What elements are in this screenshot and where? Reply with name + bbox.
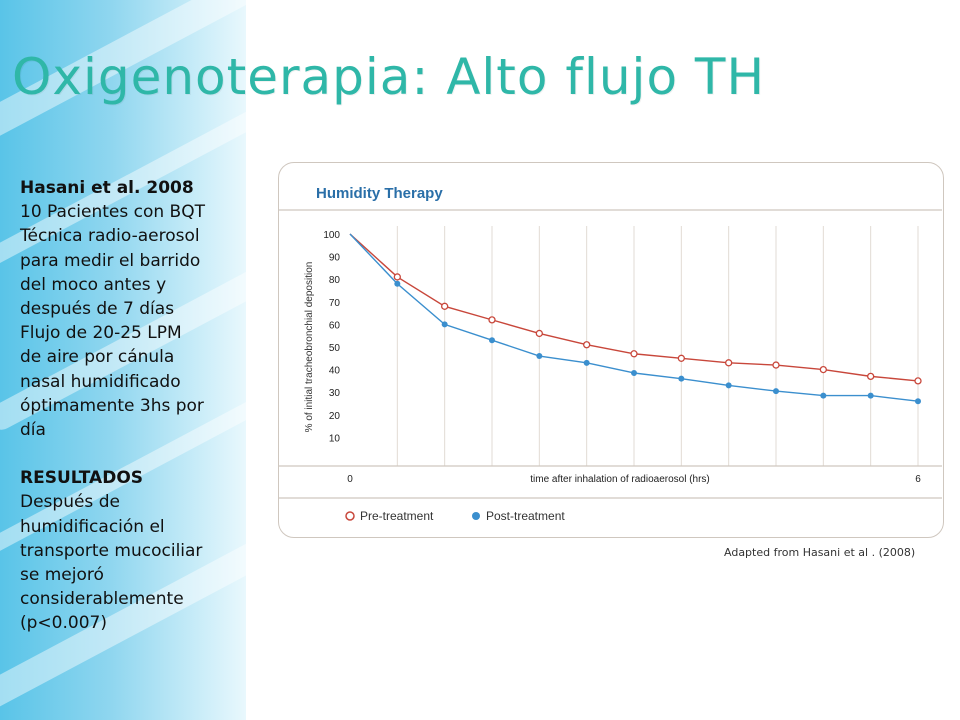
detail-line: 10 Pacientes con BQT [20,202,205,223]
result-line: (p<0.007) [20,613,107,634]
side-decoration-band [0,0,246,720]
chart-title: Humidity Therapy [316,185,443,202]
data-point [678,375,685,382]
slide-title: Oxigenoterapia: Alto flujo TH [12,48,766,106]
legend-marker [472,512,480,520]
x-tick-label: 6 [915,474,921,485]
x-tick-label: 0 [347,474,353,485]
y-tick-label: 80 [329,275,341,286]
y-axis-label: % of initial tracheobronchial deposition [304,262,315,433]
detail-line: para medir el barrido [20,250,201,271]
y-tick-label: 30 [329,388,341,399]
detail-line: día [20,420,46,441]
detail-line: óptimamente 3hs por [20,395,204,416]
y-tick-label: 60 [329,320,341,331]
data-point [914,377,922,385]
result-line: considerablemente [20,589,184,610]
y-tick-label: 70 [329,298,341,309]
data-point [441,321,448,328]
legend: Pre-treatment Post-treatment [345,509,565,523]
y-tick-label: 90 [329,253,341,264]
data-point [867,392,874,399]
detail-line: después de 7 días [20,299,175,320]
y-tick-label: 10 [329,433,341,444]
y-tick-labels: 10 20 30 40 50 60 70 80 90 100 [323,230,340,444]
legend-marker [345,511,355,521]
data-point [725,382,732,389]
detail-line: Flujo de 20-25 LPM [20,323,182,344]
y-tick-label: 100 [323,230,340,241]
study-details: 10 Pacientes con BQT Técnica radio-aeroso… [20,200,270,442]
data-point [820,392,827,399]
data-point [489,337,495,344]
data-point [441,302,449,310]
y-tick-label: 40 [329,366,341,377]
results-text: Después de humidificación el transporte mu… [20,490,270,635]
legend-label: Pre-treatment [360,509,434,523]
data-point [583,359,590,366]
data-point [583,341,591,349]
grid-lines [396,226,919,466]
data-point [535,329,543,338]
data-point [915,398,921,405]
data-point [488,316,496,324]
source-credit: Adapted from Hasani et al . (2008) [724,546,916,559]
x-axis-label: time after inhalation of radioaerosol (h… [530,474,710,485]
results-heading: RESULTADOS [20,468,144,489]
data-point [393,273,401,281]
detail-line: Técnica radio-aerosol [20,226,200,247]
data-point [631,369,637,376]
data-point [394,280,401,287]
result-line: transporte mucociliar [20,540,203,561]
detail-line: nasal humidificado [20,371,181,392]
study-reference: Hasani et al. 2008 [20,178,194,198]
data-point [867,372,875,381]
detail-line: del moco antes y [20,274,167,295]
result-line: Después de [20,492,120,513]
series-layer [349,233,922,405]
result-line: humidificación el [20,516,165,537]
study-summary: Hasani et al. 2008 10 Pacientes con BQT T… [20,176,270,636]
y-tick-label: 20 [329,411,341,422]
data-point [772,361,780,369]
data-point [630,350,638,358]
data-point [536,353,543,360]
humidity-therapy-chart: Humidity Therapy % of initial tracheobro… [278,185,942,523]
legend-label: Post-treatment [486,509,565,523]
result-line: se mejoró [20,565,104,586]
y-tick-label: 50 [329,343,341,354]
data-point [819,365,827,374]
data-point [773,388,779,395]
detail-line: de aire por cánula [20,347,175,368]
data-point [677,354,685,362]
data-point [725,359,733,367]
